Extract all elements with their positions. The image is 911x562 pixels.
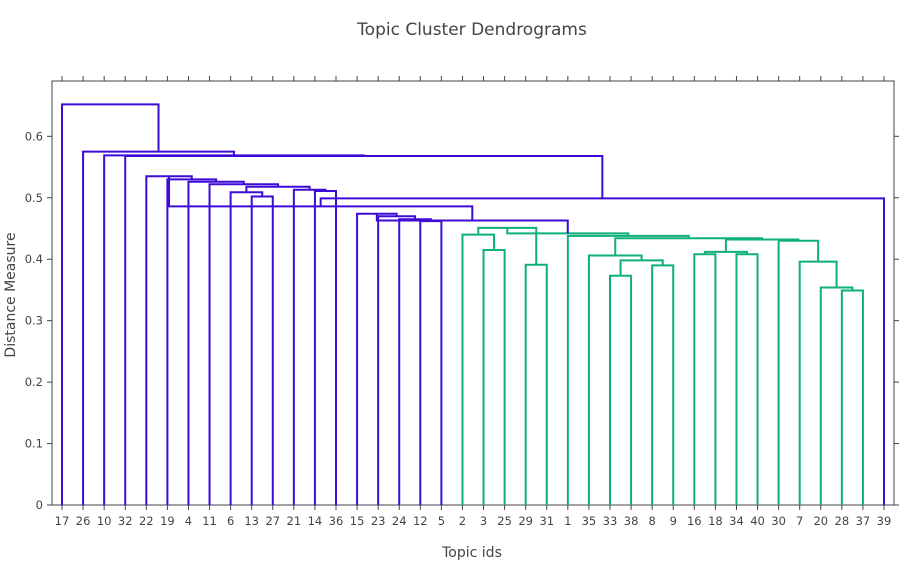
x-tick-label: 36 <box>329 514 344 528</box>
y-tick-label: 0.4 <box>25 252 43 266</box>
x-tick-label: 6 <box>227 514 234 528</box>
dendrogram-link <box>168 176 474 221</box>
plot-frame <box>51 80 895 506</box>
dendrogram-link <box>798 260 838 505</box>
x-tick-label: 27 <box>265 514 280 528</box>
x-tick-label: 34 <box>729 514 744 528</box>
x-tick-label: 18 <box>708 514 723 528</box>
dendrogram-link <box>187 180 245 505</box>
x-tick-label: 10 <box>97 514 112 528</box>
x-tick-label: 30 <box>771 514 786 528</box>
dendrogram-link <box>693 253 717 505</box>
dendrogram-link <box>524 263 548 505</box>
x-tick-label: 14 <box>308 514 323 528</box>
x-tick-label: 37 <box>856 514 871 528</box>
x-tick-label: 25 <box>497 514 512 528</box>
dendrogram-link <box>587 254 643 505</box>
x-tick-label: 21 <box>287 514 302 528</box>
x-tick-label: 24 <box>392 514 407 528</box>
y-tick-label: 0.1 <box>25 437 43 451</box>
x-axis-label: Topic ids <box>441 545 502 561</box>
x-tick-label: 28 <box>835 514 850 528</box>
x-tick-label: 8 <box>648 514 655 528</box>
dendrogram-link <box>250 195 274 505</box>
dendrogram-link <box>313 189 337 505</box>
x-tick-label: 16 <box>687 514 702 528</box>
dendrogram-link <box>619 259 664 276</box>
y-axis-ticks: 0 0.1 0.2 0.3 0.4 0.5 0.6 <box>25 129 899 512</box>
dendrogram-link <box>145 175 193 505</box>
dendrogram-link <box>377 215 417 505</box>
dendrogram-link <box>356 212 398 505</box>
dendrogram-link <box>229 191 264 505</box>
dendrogram-link <box>819 286 854 505</box>
y-tick-label: 0 <box>36 498 43 512</box>
y-tick-label: 0.2 <box>25 375 43 389</box>
x-tick-label: 12 <box>413 514 428 528</box>
x-tick-label: 32 <box>118 514 133 528</box>
dendrogram-link <box>419 220 443 505</box>
dendrogram-link <box>735 253 759 505</box>
dendrogram-link <box>461 233 496 505</box>
y-axis-label: Distance Measure <box>3 232 19 357</box>
dendrogram-link <box>61 103 160 505</box>
x-tick-label: 7 <box>796 514 803 528</box>
x-tick-label: 35 <box>582 514 597 528</box>
x-tick-label: 26 <box>76 514 91 528</box>
x-tick-label: 4 <box>185 514 192 528</box>
x-tick-label: 19 <box>160 514 175 528</box>
dendrogram-link <box>609 274 633 505</box>
y-tick-label: 0.6 <box>25 129 43 143</box>
x-tick-label: 40 <box>750 514 765 528</box>
dendrogram-link <box>166 178 218 505</box>
dendrogram-link <box>292 188 327 505</box>
x-tick-label: 17 <box>55 514 70 528</box>
dendrogram-link <box>208 183 280 505</box>
x-tick-label: 15 <box>350 514 365 528</box>
x-tick-label: 13 <box>244 514 259 528</box>
y-tick-label: 0.5 <box>25 191 43 205</box>
dendrogram-link <box>82 150 235 505</box>
x-tick-label: 2 <box>459 514 466 528</box>
x-tick-label: 20 <box>813 514 828 528</box>
dendrogram-link <box>124 154 604 505</box>
x-tick-label: 11 <box>202 514 217 528</box>
x-tick-label: 39 <box>877 514 892 528</box>
x-tick-label: 33 <box>603 514 618 528</box>
y-tick-label: 0.3 <box>25 314 43 328</box>
x-tick-label: 23 <box>371 514 386 528</box>
x-tick-label: 3 <box>480 514 487 528</box>
x-tick-label: 5 <box>438 514 445 528</box>
x-tick-label: 29 <box>518 514 533 528</box>
dendrogram-link <box>103 154 365 505</box>
dendrogram-link <box>614 237 764 256</box>
x-axis-ticks: 17 26 10 32 22 19 4 11 6 13 27 21 14 36 15 23 24 12 5 2 3 25 2… <box>55 76 892 528</box>
dendrogram-links <box>61 103 885 505</box>
x-tick-label: 1 <box>564 514 571 528</box>
dendrogram-link <box>375 213 569 234</box>
x-tick-label: 38 <box>624 514 639 528</box>
dendrogram-link <box>703 250 748 255</box>
x-tick-label: 31 <box>539 514 554 528</box>
dendrogram-link <box>651 264 675 505</box>
dendrogram-link <box>840 289 864 505</box>
dendrogram-link <box>245 185 311 193</box>
x-tick-label: 22 <box>139 514 154 528</box>
chart-title: Topic Cluster Dendrograms <box>356 20 587 40</box>
dendrogram-link <box>482 248 506 505</box>
x-tick-label: 9 <box>670 514 677 528</box>
dendrogram-link <box>777 239 820 505</box>
dendrogram-link <box>398 218 432 505</box>
